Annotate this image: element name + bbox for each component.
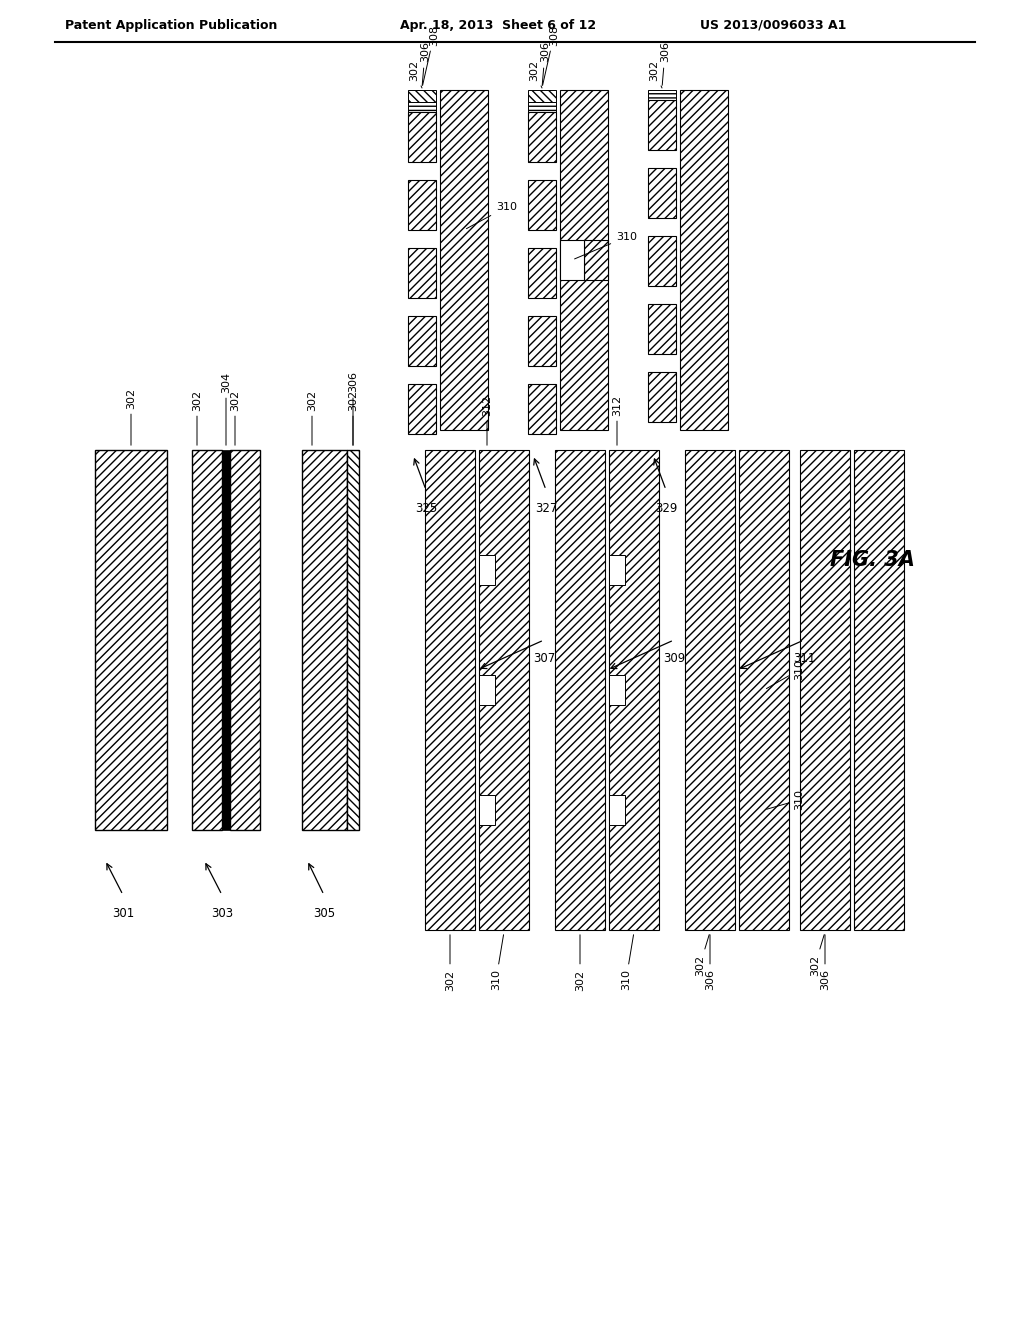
Bar (648, 372, 676, 422)
Bar (739, 450, 790, 931)
Text: 306: 306 (820, 935, 830, 990)
Text: 310: 310 (574, 232, 637, 259)
Text: 310: 310 (467, 202, 517, 228)
Text: 309: 309 (663, 652, 685, 665)
Bar (408, 248, 436, 298)
Text: FIG. 3A: FIG. 3A (830, 550, 914, 570)
Bar (440, 90, 488, 430)
Bar (479, 450, 529, 931)
Bar (528, 102, 556, 112)
Text: 306: 306 (420, 41, 430, 86)
Bar (560, 90, 608, 430)
Bar (408, 384, 436, 434)
Text: 302: 302 (445, 935, 455, 990)
Text: 325: 325 (415, 502, 437, 515)
Text: 312: 312 (612, 395, 622, 445)
Text: 310: 310 (766, 660, 804, 689)
Bar (685, 450, 735, 931)
Bar (528, 90, 556, 102)
Text: 305: 305 (313, 907, 335, 920)
Text: 327: 327 (535, 502, 557, 515)
Bar (222, 450, 230, 830)
Bar (479, 554, 495, 585)
Text: 310: 310 (621, 935, 634, 990)
Bar (648, 100, 676, 150)
Bar (230, 450, 260, 830)
Text: 329: 329 (654, 502, 677, 515)
Bar (648, 90, 676, 100)
Bar (555, 450, 605, 931)
Text: 302: 302 (307, 389, 317, 445)
Bar (854, 450, 904, 931)
Bar (609, 554, 625, 585)
Bar (95, 450, 167, 830)
Text: 306: 306 (705, 935, 715, 990)
Bar (648, 236, 676, 286)
Bar (479, 675, 495, 705)
Text: 302: 302 (575, 935, 585, 990)
Text: 306: 306 (348, 371, 358, 445)
Text: 302: 302 (529, 59, 542, 88)
Bar (408, 315, 436, 366)
Text: 302: 302 (649, 59, 662, 88)
Bar (648, 168, 676, 218)
Text: 302: 302 (348, 389, 358, 445)
Bar (800, 450, 850, 931)
Bar (302, 450, 347, 830)
Bar (408, 180, 436, 230)
Text: Patent Application Publication: Patent Application Publication (65, 18, 278, 32)
Text: 311: 311 (793, 652, 815, 665)
Bar (425, 450, 475, 931)
Text: 302: 302 (230, 389, 240, 445)
Text: 312: 312 (482, 395, 492, 445)
Text: 310: 310 (767, 789, 804, 810)
Bar (560, 240, 584, 280)
Text: 302: 302 (810, 935, 824, 975)
Bar (347, 450, 359, 830)
Text: 304: 304 (221, 371, 231, 445)
Bar (528, 180, 556, 230)
Text: 302: 302 (409, 59, 422, 88)
Text: 306: 306 (540, 41, 550, 86)
Text: 310: 310 (490, 935, 504, 990)
Text: 302: 302 (695, 935, 710, 975)
Text: 308: 308 (423, 25, 439, 86)
Bar (609, 795, 625, 825)
Text: 303: 303 (211, 907, 233, 920)
Bar (528, 112, 556, 162)
Text: 308: 308 (543, 25, 559, 86)
Bar (408, 102, 436, 112)
Bar (479, 795, 495, 825)
Text: Apr. 18, 2013  Sheet 6 of 12: Apr. 18, 2013 Sheet 6 of 12 (400, 18, 596, 32)
Bar (584, 240, 608, 280)
Text: 307: 307 (532, 652, 555, 665)
Text: 302: 302 (126, 388, 136, 445)
Bar (609, 450, 659, 931)
Text: 302: 302 (193, 389, 202, 445)
Text: 301: 301 (112, 907, 134, 920)
Bar (528, 315, 556, 366)
Bar (528, 384, 556, 434)
Bar (680, 90, 728, 430)
Bar (609, 675, 625, 705)
Text: 306: 306 (660, 41, 670, 86)
Bar (408, 90, 436, 102)
Bar (408, 112, 436, 162)
Bar (528, 248, 556, 298)
Bar (193, 450, 222, 830)
Bar (648, 304, 676, 354)
Text: US 2013/0096033 A1: US 2013/0096033 A1 (700, 18, 847, 32)
